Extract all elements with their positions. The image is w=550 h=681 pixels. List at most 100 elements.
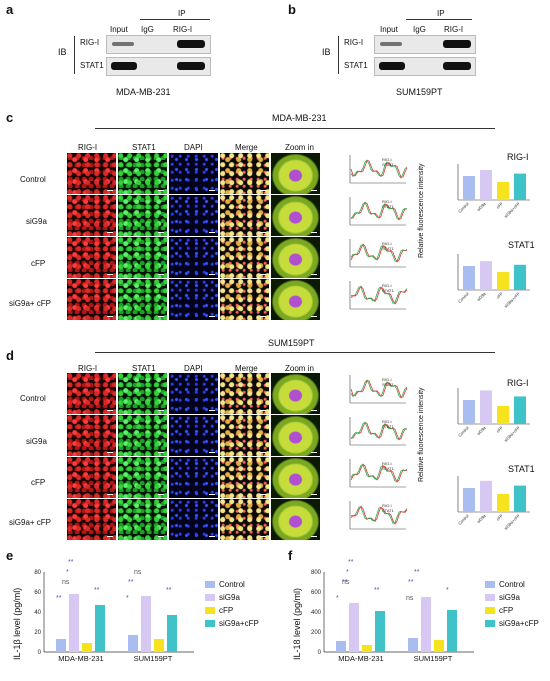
panel-label-f: f xyxy=(288,548,293,563)
bar-sig9a-sum159pt xyxy=(141,596,151,652)
legend-label: siG9a+cFP xyxy=(219,619,259,628)
bar-tick-label: siG9a xyxy=(476,513,487,524)
panel-d-title: SUM159PT xyxy=(268,338,315,348)
legend-label: siG9a xyxy=(499,593,520,602)
legend-swatch xyxy=(205,620,215,627)
micrograph-zoom-cfp xyxy=(271,457,320,498)
scale-bar xyxy=(107,190,113,191)
bar-cfp xyxy=(497,494,509,512)
ib-bracket-b xyxy=(338,36,342,74)
scale-bar xyxy=(158,190,164,191)
y-tick-label: 60 xyxy=(34,590,41,596)
y-tick-label: 80 xyxy=(34,570,41,576)
significance-mark: ** xyxy=(348,559,354,566)
bar-tick-label: cFP xyxy=(495,513,504,522)
significance-mark: ns xyxy=(342,579,350,586)
bar-control-sum159pt xyxy=(128,635,138,652)
lane-input-a: Input xyxy=(110,25,128,34)
profile-line-stat1 xyxy=(350,286,408,304)
significance-mark: ** xyxy=(342,579,348,586)
bar-tick-label: siG9a+cFP xyxy=(503,291,521,309)
legend-swatch xyxy=(485,581,495,588)
panel-d-rule xyxy=(95,352,495,353)
bar-tick-label: siG9a xyxy=(476,291,487,302)
group-label: MDA-MB-231 xyxy=(58,654,103,663)
bar-cfp-mda-mb-231 xyxy=(362,645,372,652)
row-rigi-a: RIG-I xyxy=(80,38,100,47)
ib-label-a: IB xyxy=(58,47,67,57)
micrograph-rigi-sig9a-cfp xyxy=(67,499,116,540)
legend-label: Control xyxy=(219,580,245,589)
panel-label-c: c xyxy=(6,110,14,125)
profile-line-stat1 xyxy=(350,464,408,482)
micrograph-dapi-sig9a-cfp xyxy=(169,279,218,320)
significance-mark: * xyxy=(346,569,349,576)
scale-bar xyxy=(311,494,317,495)
scale-bar xyxy=(311,452,317,453)
micrograph-rigi-sig9a xyxy=(67,195,116,236)
micrograph-zoom-sig9a xyxy=(271,415,320,456)
profile-line-stat1 xyxy=(350,244,408,262)
y-tick-label: 200 xyxy=(311,630,322,636)
scale-bar xyxy=(158,232,164,233)
ylabel-d: Relative fluorescence intensity xyxy=(418,387,425,482)
y-tick-label: 400 xyxy=(311,610,322,616)
profile-legend-rigi: RIG-I xyxy=(382,157,392,162)
blot-rigi-b xyxy=(374,35,476,54)
row-cfp-c: cFP xyxy=(31,259,46,268)
bar-tick-label: siG9a xyxy=(476,201,487,212)
bar-sig9a-cfp-mda-mb-231 xyxy=(95,605,105,652)
bar-sig9a-cfp xyxy=(514,264,526,290)
profile-legend-rigi: RIG-I xyxy=(382,503,392,508)
micrograph-stat1-sig9a-cfp xyxy=(118,279,167,320)
scale-bar xyxy=(158,494,164,495)
micrograph-stat1-cfp xyxy=(118,237,167,278)
micrograph-merge-sig9a-cfp xyxy=(220,279,269,320)
profile-legend-stat1: STAT1 xyxy=(382,424,395,429)
significance-mark: * xyxy=(126,595,129,602)
bar-control-mda-mb-231 xyxy=(336,641,346,652)
blot-rigi-a xyxy=(106,35,211,54)
scale-bar xyxy=(107,316,113,317)
band-ip-rigi-a xyxy=(177,40,205,48)
bar-control xyxy=(463,266,475,290)
micrograph-dapi-sig9a-cfp xyxy=(169,499,218,540)
profile-legend-rigi: RIG-I xyxy=(382,419,392,424)
significance-mark: ** xyxy=(408,579,414,586)
panel-label-d: d xyxy=(6,348,14,363)
bar-control-sum159pt xyxy=(408,638,418,652)
lane-igg-a: IgG xyxy=(141,25,154,34)
legend-label: siG9a xyxy=(219,593,240,602)
ip-line-b xyxy=(406,19,472,20)
bar-cfp-mda-mb-231 xyxy=(82,643,92,652)
row-sig9a-d: siG9a xyxy=(26,437,47,446)
ip-label-b: IP xyxy=(437,9,445,18)
bar-chart-rigi-c: Control siG9a cFP siG9a+cFP xyxy=(457,164,530,219)
bar-tick-label: Control xyxy=(457,291,470,304)
legend-swatch xyxy=(205,581,215,588)
bar-title-stat1-d: STAT1 xyxy=(508,464,535,474)
blot-stat1-b xyxy=(374,57,476,76)
scale-bar xyxy=(209,190,215,191)
col-dapi-d: DAPI xyxy=(184,364,203,373)
band-input-stat1-a xyxy=(111,62,137,70)
scale-bar xyxy=(260,536,266,537)
micrograph-dapi-sig9a xyxy=(169,415,218,456)
bar-sig9a-cfp xyxy=(514,173,526,200)
bar-tick-label: Control xyxy=(457,513,470,526)
profile-line-rigi xyxy=(350,421,408,441)
scale-bar xyxy=(209,274,215,275)
bar-sig9a-cfp-sum159pt xyxy=(447,610,457,652)
bar-sig9a xyxy=(480,480,492,512)
scale-bar xyxy=(260,494,266,495)
legend-label: cFP xyxy=(219,606,234,615)
bar-cfp-sum159pt xyxy=(154,639,164,652)
bar-control xyxy=(463,488,475,512)
bar-cfp xyxy=(497,272,509,290)
bar-sig9a xyxy=(480,390,492,424)
scale-bar xyxy=(311,410,317,411)
profile-legend-stat1: STAT1 xyxy=(382,246,395,251)
